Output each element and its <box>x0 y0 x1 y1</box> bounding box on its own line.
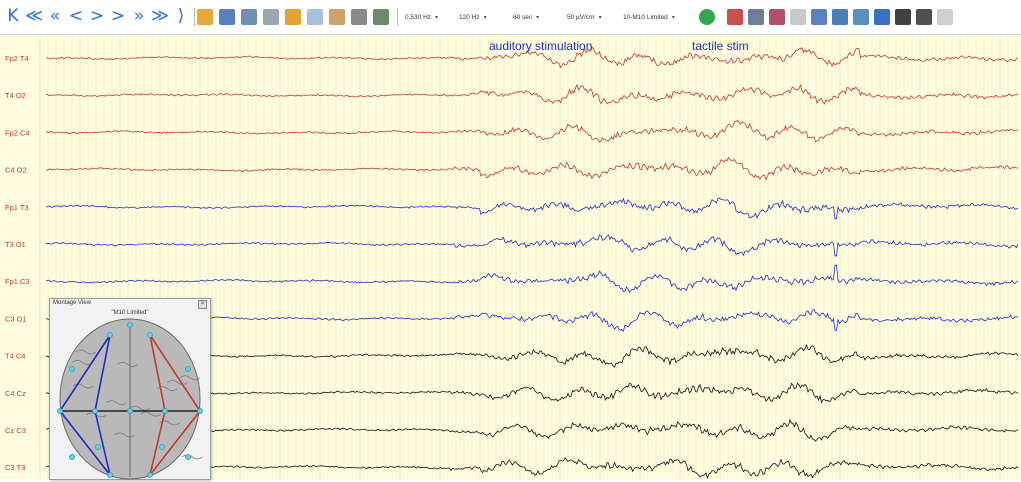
electrode-dot <box>69 366 75 372</box>
low-filter-select[interactable]: 0.530 Hz ▾ <box>405 10 451 24</box>
eeg-trace <box>45 83 1019 105</box>
montage-grid-icon[interactable] <box>351 9 367 25</box>
montage-view-panel[interactable]: Montage View × "M10 Limited" <box>49 298 211 480</box>
close-icon[interactable]: × <box>198 300 207 309</box>
chevron-down-icon: ▾ <box>598 14 602 21</box>
channel-label[interactable]: Fp1 T3 <box>5 203 29 212</box>
open-folder-icon[interactable] <box>197 9 213 25</box>
chevron-down-icon: ▾ <box>435 14 439 21</box>
montage-name: "M10 Limited" <box>111 310 149 316</box>
high-filter-select[interactable]: 120 Hz ▾ <box>459 10 505 24</box>
book-icon[interactable] <box>874 9 890 25</box>
person-icon[interactable] <box>263 9 279 25</box>
marker-pen-icon[interactable] <box>790 9 806 25</box>
channel-label[interactable]: C3 T3 <box>5 463 25 472</box>
montage-select[interactable]: 10-M10 Limited ▾ <box>623 10 689 24</box>
toolbar-separator <box>397 8 398 26</box>
wave-analysis-icon[interactable] <box>769 9 785 25</box>
next-icon[interactable]: > <box>110 6 126 26</box>
channel-label[interactable]: Fp2 T4 <box>5 54 29 63</box>
electrode-dot <box>159 444 165 450</box>
dark-page-2-icon[interactable] <box>916 9 932 25</box>
photo-icon[interactable] <box>373 9 389 25</box>
electrode-dot <box>127 322 133 328</box>
eeg-trace <box>45 119 1019 143</box>
channel-label[interactable]: Cz C3 <box>5 426 26 435</box>
channel-label[interactable]: T4 O2 <box>5 91 26 100</box>
montage-view-title: Montage View <box>53 300 91 306</box>
no-notch-icon[interactable] <box>699 9 715 25</box>
montage-select-value: 10-M10 Limited <box>623 13 668 21</box>
electrode-dot <box>92 408 98 414</box>
prev-icon[interactable]: < <box>68 6 84 26</box>
save-disk-icon[interactable] <box>219 9 235 25</box>
eeg-trace <box>45 156 1019 181</box>
spike-icon[interactable] <box>727 9 743 25</box>
last-page-icon[interactable]: ⟩ <box>177 6 185 26</box>
channel-label[interactable]: C4 O2 <box>5 166 27 175</box>
copy-icon[interactable] <box>307 9 323 25</box>
electrode-dot <box>185 454 191 460</box>
toolbar: K ≪ «< > >» ≫ ⟩ 0.530 Hz ▾ 120 Hz ▾ 60 sec ▾ 50 µV/cm… <box>0 0 1021 35</box>
prev-small-icon[interactable]: > <box>89 6 105 26</box>
channel-label[interactable]: T3 O1 <box>5 240 26 249</box>
electrode-dot <box>147 332 153 338</box>
chevron-down-icon: ▾ <box>671 14 675 21</box>
eeg-trace <box>45 264 1019 293</box>
electrode-dot <box>95 444 101 450</box>
scissors-icon[interactable] <box>285 9 301 25</box>
channel-label[interactable]: C3 O1 <box>5 314 27 323</box>
annotation-auditory-stimulation[interactable]: auditory stimulation <box>489 39 592 53</box>
people-icon[interactable] <box>241 9 257 25</box>
channel-label[interactable]: T4 C4 <box>5 352 25 361</box>
brain-head-diagram <box>57 318 203 480</box>
hand-icon[interactable] <box>937 9 953 25</box>
sensitivity-select-value: 50 µV/cm <box>567 13 595 21</box>
page-tool-icon[interactable]: ≪ <box>25 6 43 26</box>
ruler-icon[interactable] <box>811 9 827 25</box>
toolbar-separator <box>194 8 195 26</box>
annotation-tactile-stim[interactable]: tactile stim <box>692 39 749 53</box>
electrode-map-icon[interactable] <box>832 9 848 25</box>
eeg-trace <box>45 197 1019 220</box>
sensitivity-select[interactable]: 50 µV/cm ▾ <box>567 10 615 24</box>
eeg-trace <box>45 46 1018 69</box>
electrode-dot <box>57 408 63 414</box>
chevron-down-icon: ▾ <box>536 14 540 21</box>
eeg-trace <box>45 234 1019 257</box>
low-filter-select-value: 0.530 Hz <box>405 13 432 21</box>
channel-label[interactable]: C4 Cz <box>5 389 26 398</box>
timebase-select-value: 60 sec <box>513 13 533 21</box>
high-filter-select-value: 120 Hz <box>459 13 480 21</box>
electrode-dot <box>147 472 153 478</box>
dark-page-icon[interactable] <box>895 9 911 25</box>
electrode-dot <box>107 332 113 338</box>
electrode-dot <box>162 408 168 414</box>
prev-double-icon[interactable]: « <box>49 6 61 26</box>
electrode-dot <box>185 366 191 372</box>
electrode-dot <box>127 408 133 414</box>
paste-icon[interactable] <box>329 9 345 25</box>
electrode-dot <box>69 454 75 460</box>
channel-label[interactable]: Fp1 C3 <box>5 277 30 286</box>
electrode-dot <box>197 408 203 414</box>
next-double-icon[interactable]: » <box>133 6 145 26</box>
first-page-icon[interactable]: K <box>7 6 19 26</box>
channel-label[interactable]: Fp2 C4 <box>5 128 30 137</box>
head-icon[interactable] <box>748 9 764 25</box>
electrode-dot <box>107 472 113 478</box>
person-info-icon[interactable] <box>853 9 869 25</box>
timebase-select[interactable]: 60 sec ▾ <box>513 10 559 24</box>
next-tool-icon[interactable]: ≫ <box>151 6 169 26</box>
chevron-down-icon: ▾ <box>483 14 487 21</box>
